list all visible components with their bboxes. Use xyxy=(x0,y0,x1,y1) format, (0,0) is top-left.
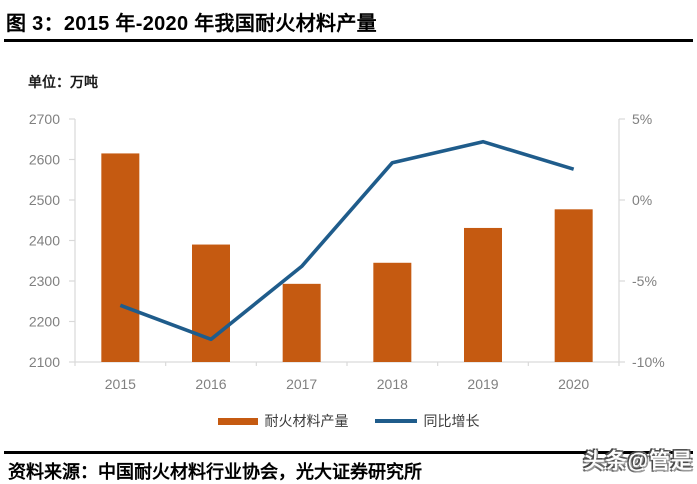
y-axis-left-tick-label: 2400 xyxy=(29,232,60,248)
y-axis-right-tick-label: -5% xyxy=(632,273,657,289)
x-axis-label: 2020 xyxy=(558,376,589,392)
y-axis-left-tick-label: 2300 xyxy=(29,273,60,289)
y-axis-right-tick-label: 5% xyxy=(632,111,652,127)
x-axis-label: 2016 xyxy=(195,376,226,392)
y-axis-right-tick-label: 0% xyxy=(632,192,652,208)
legend-bar-swatch-icon xyxy=(217,417,258,425)
production-bar-2019 xyxy=(464,227,502,362)
y-axis-left-tick-label: 2500 xyxy=(29,192,60,208)
legend-item-growth: 同比增长 xyxy=(374,411,480,431)
chart-legend: 耐火材料产量 同比增长 xyxy=(0,411,697,431)
legend-line-swatch-icon xyxy=(374,419,417,423)
footer-divider xyxy=(4,451,693,454)
production-bar-2020 xyxy=(554,209,593,362)
production-bar-2017 xyxy=(282,283,321,362)
watermark: 头条@管是 xyxy=(583,450,693,473)
source-note: 资料来源：中国耐火材料行业协会，光大证券研究所 xyxy=(8,462,422,482)
legend-label-growth: 同比增长 xyxy=(423,413,480,429)
y-axis-left-tick-label: 2100 xyxy=(29,354,60,370)
x-axis-label: 2018 xyxy=(377,376,408,392)
x-axis-label: 2015 xyxy=(105,376,136,392)
title-divider xyxy=(4,39,693,42)
y-axis-left-tick-label: 2700 xyxy=(29,111,60,127)
figure-title: 图 3：2015 年-2020 年我国耐火材料产量 xyxy=(6,13,377,35)
x-axis-label: 2017 xyxy=(286,376,317,392)
legend-label-production: 耐火材料产量 xyxy=(264,413,349,429)
production-bar-2018 xyxy=(373,262,412,362)
production-bar-2016 xyxy=(192,244,230,362)
growth-line xyxy=(119,139,575,342)
production-bar-2015 xyxy=(101,153,140,362)
legend-item-production: 耐火材料产量 xyxy=(217,411,349,431)
axis-unit-label: 单位：万吨 xyxy=(28,74,98,90)
y-axis-right-tick-label: -10% xyxy=(632,354,665,370)
y-axis-left-tick-label: 2600 xyxy=(29,151,60,167)
y-axis-left-tick-label: 2200 xyxy=(29,313,60,329)
x-axis-label: 2019 xyxy=(467,376,498,392)
